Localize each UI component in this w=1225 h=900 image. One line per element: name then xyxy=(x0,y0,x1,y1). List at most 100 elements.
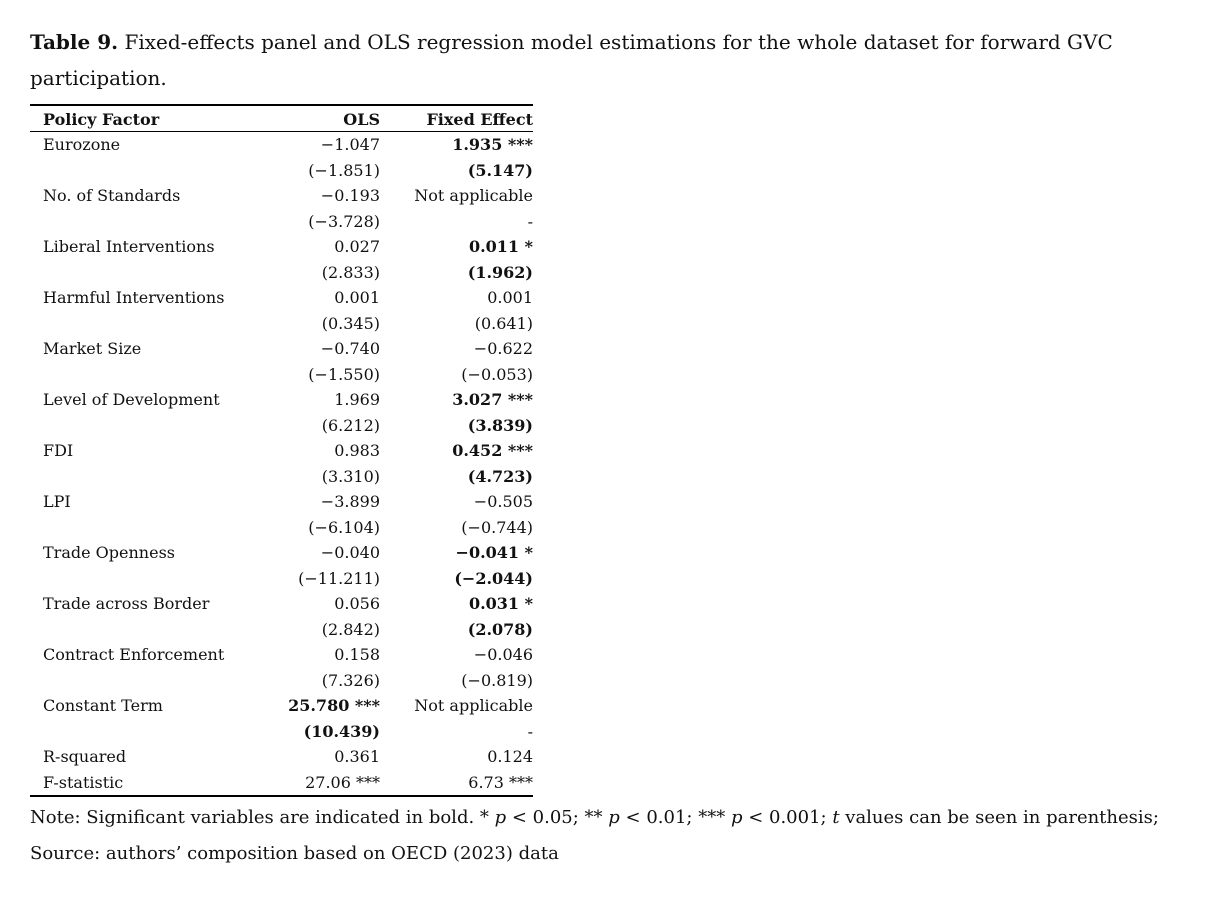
factor-cell: No. of Standards xyxy=(43,186,181,205)
table: Policy Factor OLS Fixed Effect Eurozone −1.0… xyxy=(30,104,533,797)
note: Note: Significant variables are indicate… xyxy=(30,800,1210,872)
ols-t-cell: (−1.851) xyxy=(308,160,380,180)
fe-t-cell: (4.723) xyxy=(467,466,533,486)
ols-t-cell: (6.212) xyxy=(321,415,380,435)
empty-cell xyxy=(30,464,267,490)
empty-cell xyxy=(30,260,267,286)
table-row: LPI −3.899 −0.505 xyxy=(30,489,533,515)
empty-cell xyxy=(30,668,267,694)
table-row: (6.212) (3.839) xyxy=(30,413,533,439)
ols-cell: 0.027 xyxy=(334,237,380,256)
empty-cell xyxy=(30,362,267,388)
empty-cell xyxy=(30,719,267,745)
fe-cell: 0.011 * xyxy=(468,237,533,256)
empty-cell xyxy=(30,413,267,439)
fe-cell: −0.622 xyxy=(473,339,533,358)
ols-t-cell: (−3.728) xyxy=(308,211,380,231)
fe-cell: 6.73 *** xyxy=(468,772,533,792)
caption-text: Fixed-effects panel and OLS regression m… xyxy=(30,30,1113,90)
fe-t-cell: (2.078) xyxy=(467,619,533,639)
fe-cell: −0.046 xyxy=(473,645,533,664)
factor-cell: Constant Term xyxy=(43,696,163,715)
table-row: (10.439) - xyxy=(30,719,533,745)
ols-cell: 0.361 xyxy=(334,747,380,766)
ols-t-cell: (3.310) xyxy=(321,466,380,486)
fe-t-cell: (−0.053) xyxy=(461,364,533,384)
factor-cell: Trade across Border xyxy=(43,594,210,613)
note-text: p xyxy=(730,807,743,828)
table-row: (0.345) (0.641) xyxy=(30,311,533,337)
header-row: Policy Factor OLS Fixed Effect xyxy=(30,106,533,132)
header-cell: OLS xyxy=(343,110,380,129)
factor-cell: Contract Enforcement xyxy=(43,645,225,664)
header-cell: Fixed Effect xyxy=(426,110,533,129)
fe-t-cell: (3.839) xyxy=(467,415,533,435)
factor-cell: F-statistic xyxy=(43,772,124,792)
table-row: (−1.550) (−0.053) xyxy=(30,362,533,388)
note-text: < 0.01; *** xyxy=(619,807,731,828)
ols-cell: 27.06 *** xyxy=(305,772,380,792)
table-row: Market Size −0.740 −0.622 xyxy=(30,336,533,362)
empty-cell xyxy=(30,617,267,643)
fe-cell: 0.124 xyxy=(487,747,533,766)
fe-t-cell: (5.147) xyxy=(467,160,533,180)
ols-cell: 0.158 xyxy=(334,645,380,664)
ols-cell: −3.899 xyxy=(320,492,380,511)
table-row: (2.833) (1.962) xyxy=(30,260,533,286)
note-text: p xyxy=(494,807,507,828)
table-row: Eurozone −1.047 1.935 *** xyxy=(30,132,533,158)
table-row: Liberal Interventions 0.027 0.011 * xyxy=(30,234,533,260)
header-cell: Policy Factor xyxy=(43,110,160,129)
empty-cell xyxy=(30,311,267,337)
table-row: (7.326) (−0.819) xyxy=(30,668,533,694)
ols-t-cell: (10.439) xyxy=(303,721,380,741)
fe-cell: 1.935 *** xyxy=(452,135,533,154)
table-row: FDI 0.983 0.452 *** xyxy=(30,438,533,464)
ols-cell: 0.983 xyxy=(334,441,380,460)
fe-t-cell: (−0.819) xyxy=(461,670,533,690)
factor-cell: Harmful Interventions xyxy=(43,288,225,307)
fe-cell: Not applicable xyxy=(414,696,533,715)
fe-t-cell: - xyxy=(527,211,533,231)
table-row: (−11.211) (−2.044) xyxy=(30,566,533,592)
factor-cell: FDI xyxy=(43,441,74,460)
table-row: Trade across Border 0.056 0.031 * xyxy=(30,591,533,617)
ols-t-cell: (2.842) xyxy=(321,619,380,639)
note-text: < 0.001; xyxy=(742,807,833,828)
caption-label: Table 9. xyxy=(30,30,119,54)
empty-cell xyxy=(30,209,267,235)
table-row: Constant Term 25.780 *** Not applicable xyxy=(30,693,533,719)
fe-cell: 0.452 *** xyxy=(452,441,533,460)
ols-t-cell: (−1.550) xyxy=(308,364,380,384)
table-row: Harmful Interventions 0.001 0.001 xyxy=(30,285,533,311)
fe-cell: 3.027 *** xyxy=(452,390,533,409)
table-row: (−3.728) - xyxy=(30,209,533,235)
ols-t-cell: (7.326) xyxy=(321,670,380,690)
empty-cell xyxy=(30,566,267,592)
factor-cell: Eurozone xyxy=(43,135,121,154)
table-row: Level of Development 1.969 3.027 *** xyxy=(30,387,533,413)
table-row: Contract Enforcement 0.158 −0.046 xyxy=(30,642,533,668)
ols-t-cell: (−11.211) xyxy=(298,568,380,588)
note-text: Note: Significant variables are indicate… xyxy=(30,807,495,828)
fe-cell: −0.041 * xyxy=(455,543,533,562)
ols-cell: 1.969 xyxy=(334,390,380,409)
ols-cell: 0.001 xyxy=(334,288,380,307)
note-text: t xyxy=(832,807,840,828)
fe-t-cell: (1.962) xyxy=(467,262,533,282)
ols-t-cell: (−6.104) xyxy=(308,517,380,537)
factor-cell: Liberal Interventions xyxy=(43,237,215,256)
fe-t-cell: (0.641) xyxy=(474,313,533,333)
table-row: No. of Standards −0.193 Not applicable xyxy=(30,183,533,209)
table-row: R-squared 0.361 0.124 xyxy=(30,744,533,770)
factor-cell: Trade Openness xyxy=(43,543,175,562)
table-row: (−6.104) (−0.744) xyxy=(30,515,533,541)
table-row: F-statistic 27.06 *** 6.73 *** xyxy=(30,770,533,796)
ols-cell: −0.040 xyxy=(320,543,380,562)
caption: Table 9. Fixed-effects panel and OLS reg… xyxy=(30,24,1215,96)
note-text: values can be seen in parenthesis; Sourc… xyxy=(30,807,1159,864)
ols-t-cell: (0.345) xyxy=(321,313,380,333)
note-text: < 0.05; ** xyxy=(506,807,609,828)
factor-cell: R-squared xyxy=(43,747,127,766)
table-row: (2.842) (2.078) xyxy=(30,617,533,643)
